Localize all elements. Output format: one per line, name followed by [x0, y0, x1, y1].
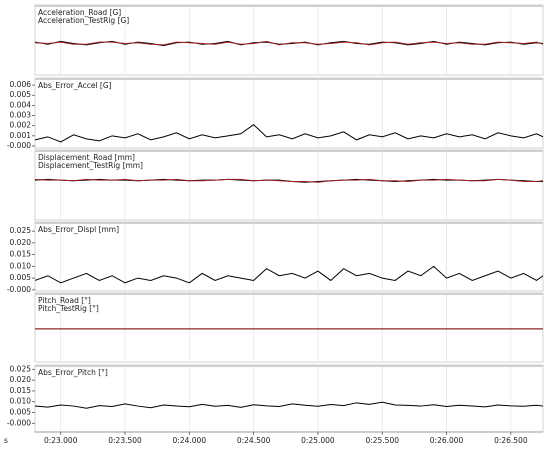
y-tick-label: 0.005 — [10, 273, 32, 282]
x-axis-unit: s — [4, 436, 8, 445]
x-tick-label: 0:25.000 — [301, 436, 335, 445]
y-tick-label: 0.025 — [10, 226, 32, 235]
x-tick-label: 0:23.500 — [108, 436, 142, 445]
series-line — [34, 265, 544, 284]
panel-header — [35, 222, 543, 224]
panel-header — [35, 5, 543, 7]
x-tick-label: 0:25.500 — [365, 436, 399, 445]
series-line — [34, 178, 544, 183]
y-tick-label: 0.004 — [10, 100, 32, 109]
series-line — [34, 124, 544, 143]
series-label: Displacement_Road [mm] — [38, 153, 135, 162]
panel-header — [35, 78, 543, 80]
y-tick-label: 0.015 — [10, 386, 32, 395]
y-tick-label: 0.005 — [10, 90, 32, 99]
y-tick-label: -0.000 — [7, 285, 31, 294]
y-tick-label: 0.006 — [10, 80, 32, 89]
x-tick-label: 0:24.000 — [173, 436, 207, 445]
series-label: Acceleration_Road [G] — [38, 8, 121, 17]
panel — [34, 364, 544, 433]
y-tick-label: -0.000 — [7, 141, 31, 150]
series-label: Abs_Error_Pitch [°] — [38, 368, 108, 377]
y-tick-label: 0.020 — [10, 238, 32, 247]
x-tick-label: 0:23.000 — [44, 436, 78, 445]
series-label: Abs_Error_Displ [mm] — [38, 225, 119, 234]
series-label: Pitch_TestRig [°] — [38, 304, 99, 313]
y-tick-label: 0.020 — [10, 375, 32, 384]
series-label: Displacement_TestRig [mm] — [38, 161, 143, 170]
panel-header — [35, 293, 543, 295]
series-label: Pitch_Road [°] — [38, 296, 91, 305]
panel-header — [35, 365, 543, 367]
series-line — [34, 401, 544, 409]
y-tick-label: 0.003 — [10, 111, 32, 120]
x-tick-label: 0:24.500 — [237, 436, 271, 445]
panel — [34, 149, 544, 221]
y-tick-label: 0.025 — [10, 364, 32, 373]
series-line — [34, 40, 544, 46]
y-tick-label: 0.005 — [10, 408, 32, 417]
y-tick-label: 0.010 — [10, 261, 32, 270]
y-tick-label: 0.001 — [10, 131, 32, 140]
y-tick-label: 0.010 — [10, 397, 32, 406]
panel — [34, 292, 544, 363]
x-tick-label: 0:26.500 — [494, 436, 528, 445]
x-tick-label: 0:26.000 — [430, 436, 464, 445]
panel — [34, 4, 544, 76]
series-label: Abs_Error_Accel [G] — [38, 81, 112, 90]
series-label: Acceleration_TestRig [G] — [38, 16, 129, 25]
y-tick-label: -0.000 — [7, 418, 31, 427]
panel-header — [35, 150, 543, 152]
y-tick-label: 0.015 — [10, 250, 32, 259]
y-tick-label: 0.002 — [10, 121, 32, 130]
